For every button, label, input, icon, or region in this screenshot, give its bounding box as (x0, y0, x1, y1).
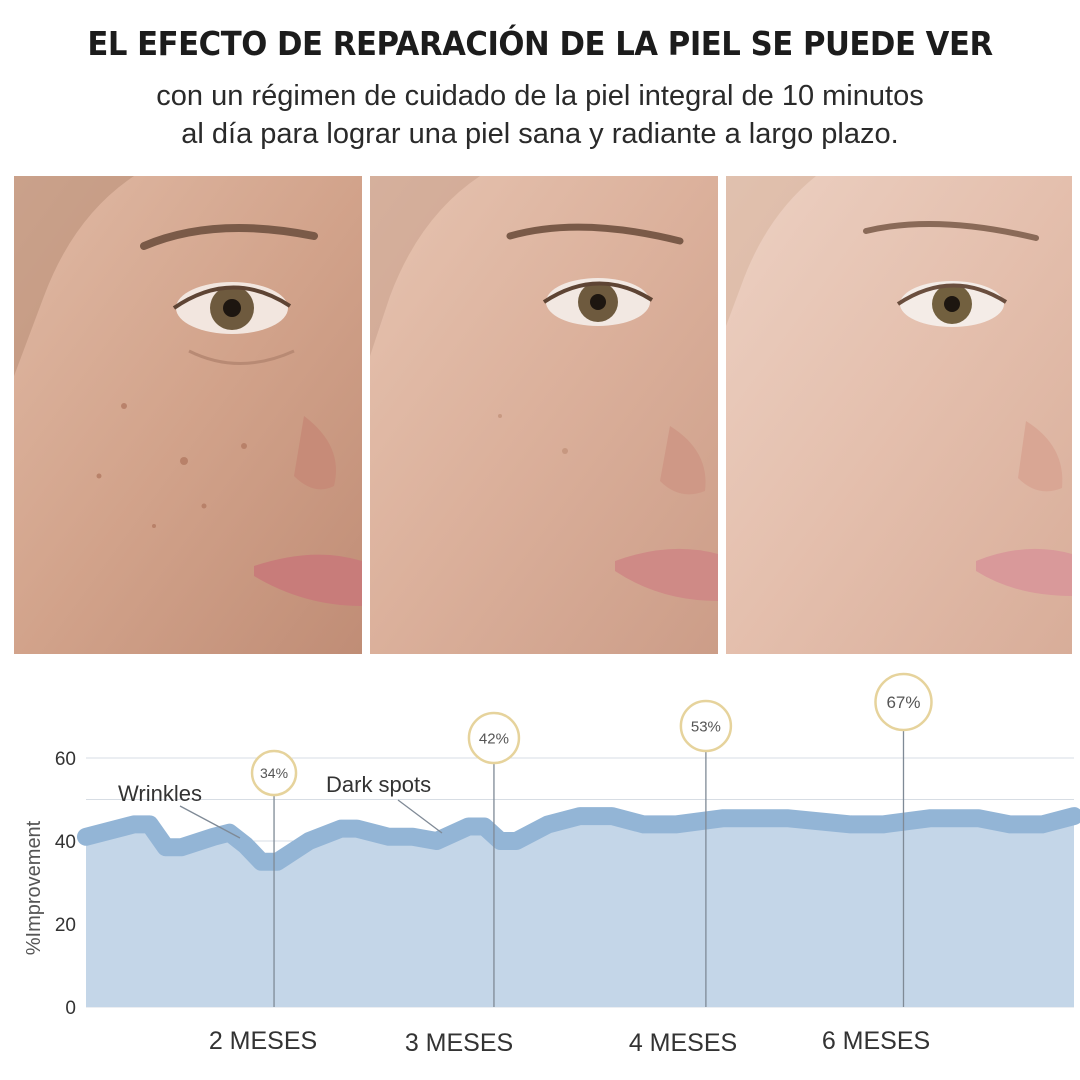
x-category-3-meses: 3 MESES (405, 1029, 513, 1057)
subtitle-line-2: al día para lograr una piel sana y radia… (181, 118, 899, 150)
y-tick-label: 40 (55, 832, 76, 853)
headline: EL EFECTO DE REPARACIÓN DE LA PIEL SE PU… (87, 24, 993, 63)
marker-3-meses: 42% (467, 711, 521, 1007)
x-category-4-meses: 4 MESES (629, 1029, 737, 1057)
marker-4-meses: 53% (679, 699, 733, 1007)
subtitle-line-1: con un régimen de cuidado de la piel int… (156, 80, 924, 112)
dark-spots-leader-line (397, 799, 443, 834)
dark-spots-annotation: Dark spots (326, 772, 431, 797)
before-photo (14, 176, 362, 654)
marker-badge (250, 749, 298, 797)
wrinkles-band (77, 807, 1080, 871)
improvement-chart: 0 20 40 60 %Improvement Wrinkles Dark spots… (23, 672, 1080, 1057)
area-fill (86, 816, 1074, 1007)
marker-badge (679, 699, 733, 753)
after-photo (726, 176, 1072, 654)
y-tick-label: 20 (55, 915, 76, 936)
marker-label: 34% (260, 765, 288, 781)
x-category-2-meses: 2 MESES (209, 1027, 317, 1055)
marker-2-meses: 34% (250, 749, 298, 1007)
wrinkles-leader-line (179, 805, 241, 839)
y-axis-label: %Improvement (23, 820, 45, 955)
marker-label: 67% (886, 693, 920, 712)
y-ticks: 0 20 40 60 (55, 749, 76, 1019)
marker-badge (874, 672, 933, 732)
marker-label: 42% (479, 730, 509, 747)
y-tick-label: 60 (55, 749, 76, 770)
x-category-6-meses: 6 MESES (822, 1027, 930, 1055)
wrinkles-annotation: Wrinkles (118, 781, 202, 806)
marker-badge (467, 711, 521, 765)
marker-label: 53% (691, 718, 721, 735)
middle-photo (370, 176, 718, 654)
marker-6-meses: 67% (874, 672, 933, 1007)
y-tick-label: 0 (65, 998, 76, 1019)
